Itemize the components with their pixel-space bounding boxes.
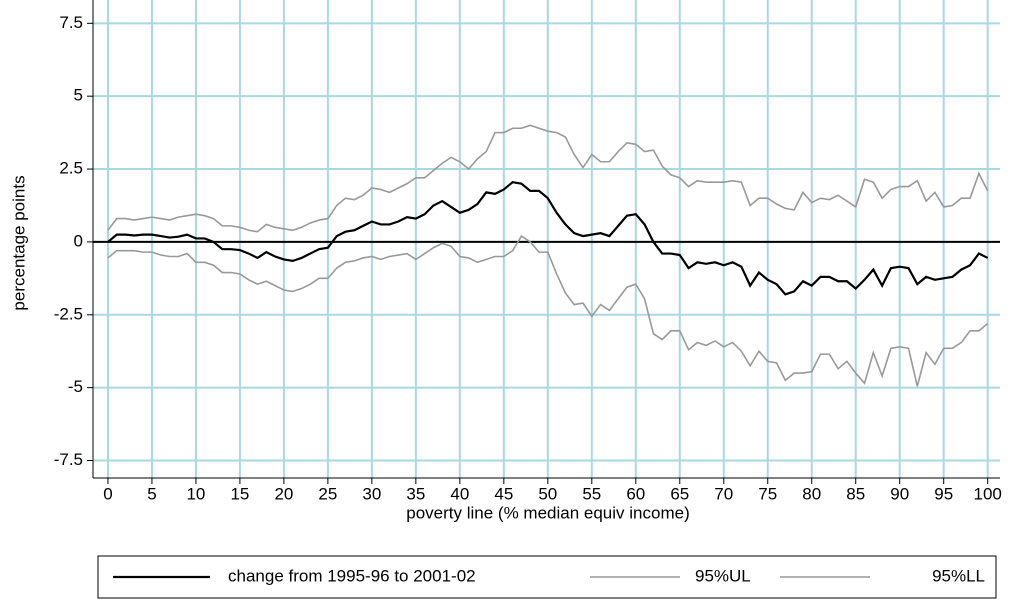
- x-tick-label: 55: [582, 484, 601, 503]
- y-tick-label: -5: [68, 377, 83, 396]
- x-axis-title: poverty line (% median equiv income): [406, 503, 689, 522]
- y-tick-label: -2.5: [54, 304, 83, 323]
- x-tick-label: 85: [846, 484, 865, 503]
- x-tick-label: 10: [186, 484, 205, 503]
- legend-label: 95%LL: [932, 566, 985, 585]
- x-tick-label: 40: [450, 484, 469, 503]
- x-tick-label: 65: [670, 484, 689, 503]
- legend-label: change from 1995-96 to 2001-02: [228, 566, 476, 585]
- x-tick-label: 95: [934, 484, 953, 503]
- legend-box: [97, 555, 997, 599]
- x-tick-label: 60: [626, 484, 645, 503]
- x-tick-label: 15: [230, 484, 249, 503]
- x-tick-label: 25: [318, 484, 337, 503]
- legend-label: 95%UL: [695, 566, 751, 585]
- y-axis-title: percentage points: [9, 175, 28, 310]
- x-tick-label: 35: [406, 484, 425, 503]
- x-tick-label: 45: [494, 484, 513, 503]
- x-tick-label: 30: [362, 484, 381, 503]
- x-tick-label: 0: [103, 484, 112, 503]
- series-line: [107, 124, 989, 233]
- y-tick-label: 7.5: [59, 13, 83, 32]
- y-tick-label: -7.5: [54, 450, 83, 469]
- x-tick-label: 75: [758, 484, 777, 503]
- x-tick-label: 100: [973, 484, 1001, 503]
- x-tick-label: 70: [714, 484, 733, 503]
- x-tick-label: 20: [274, 484, 293, 503]
- y-tick-label: 5: [74, 86, 83, 105]
- y-tick-label: 2.5: [59, 159, 83, 178]
- x-tick-label: 80: [802, 484, 821, 503]
- x-tick-label: 50: [538, 484, 557, 503]
- y-tick-label: 0: [74, 231, 83, 250]
- series-line: [107, 234, 989, 387]
- x-tick-label: 90: [890, 484, 909, 503]
- x-tick-label: 5: [147, 484, 156, 503]
- series-line: [107, 180, 989, 296]
